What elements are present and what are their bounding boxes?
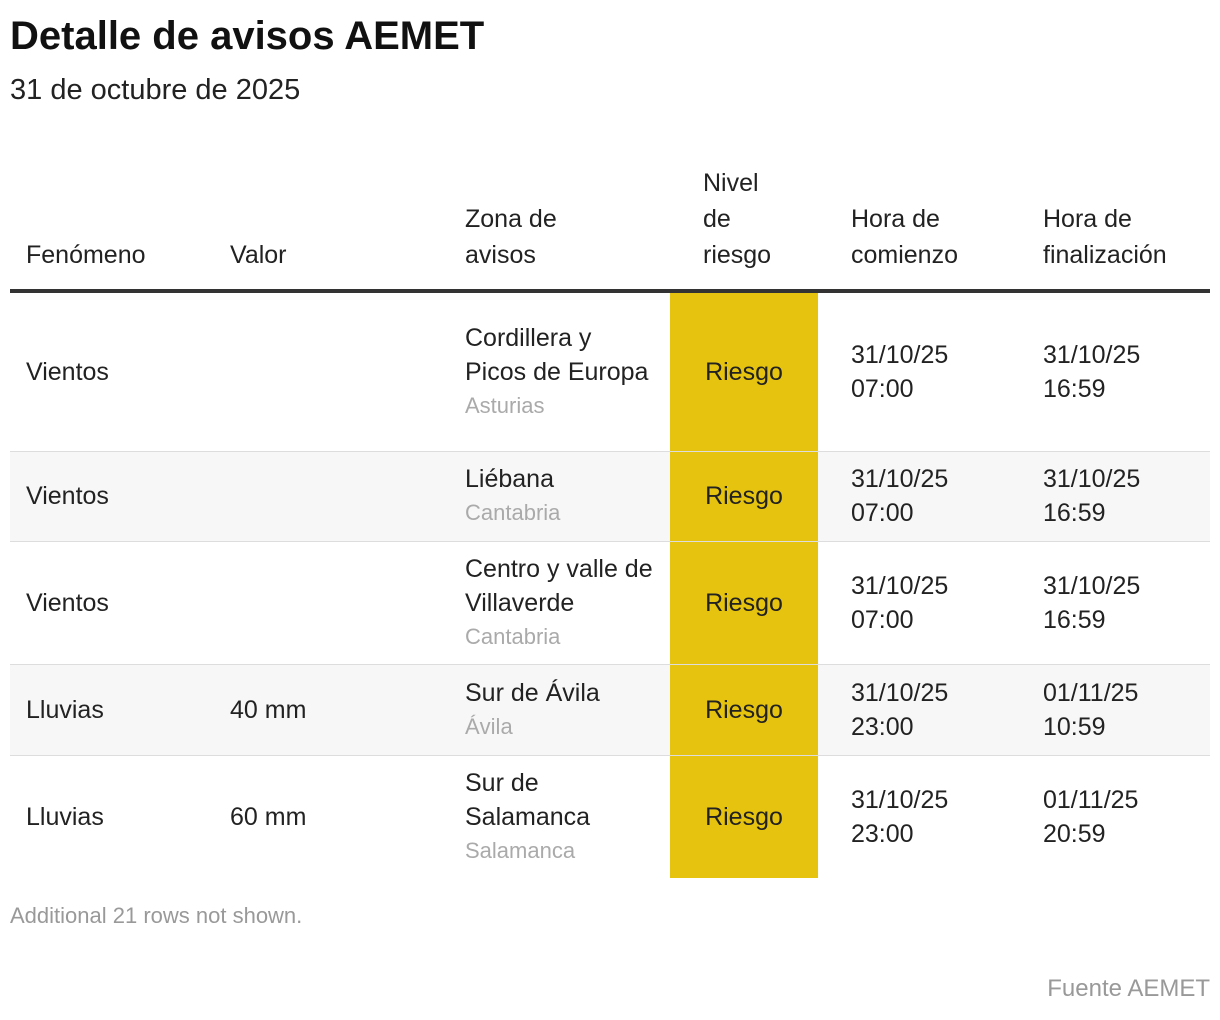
source: Fuente AEMET <box>1047 975 1210 1002</box>
phenomenon-cell: Lluvias <box>10 754 214 878</box>
zone-cell: Centro y valle de Villaverde Cantabria <box>449 540 670 664</box>
column-header: Fenómeno <box>10 165 214 293</box>
zone-cell: Sur de Ávila Ávila <box>449 663 670 755</box>
start-cell: 31/10/25 07:00 <box>851 340 949 403</box>
title: Detalle de avisos AEMET <box>10 14 485 58</box>
column-header: Zona de avisos <box>449 165 670 293</box>
footnote: Additional 21 rows not shown. <box>10 903 303 928</box>
province-name: Cantabria <box>465 500 561 525</box>
value-cell: 60 mm <box>214 754 449 878</box>
column-header-text: Hora de finalización <box>1043 205 1167 269</box>
table-row: Lluvias 60 mm Sur de Salamanca Salamanca Rie… <box>10 754 1210 878</box>
column-header-text: Fenómeno <box>26 241 146 269</box>
province-name: Asturias <box>465 392 545 418</box>
level-cell: Riesgo <box>670 663 818 755</box>
value-cell <box>214 450 449 541</box>
province-name: Ávila <box>465 713 513 739</box>
level-cell: Riesgo <box>670 450 818 541</box>
value-cell: 40 mm <box>214 663 449 755</box>
value-cell <box>214 540 449 664</box>
warnings-table: Fenómeno Valor Zona de avisos Nivel de ries… <box>10 165 1210 878</box>
table-body: Vientos Cordillera y Picos de Europa Astur… <box>10 291 1210 878</box>
table-row: Vientos Cordillera y Picos de Europa Astur… <box>10 291 1210 451</box>
value-cell <box>214 291 449 451</box>
value-text: 60 mm <box>230 802 307 831</box>
column-header-text: Hora de comienzo <box>851 205 958 269</box>
end-cell: 01/11/25 20:59 <box>1027 754 1210 878</box>
start-cell: 31/10/25 07:00 <box>818 540 1027 664</box>
value-text: 40 mm <box>230 695 307 724</box>
zone-cell: Cordillera y Picos de Europa Asturias <box>449 291 670 451</box>
zone-name: Liébana <box>465 465 554 493</box>
province-name: Salamanca <box>465 837 576 863</box>
level-cell: Riesgo <box>670 291 818 451</box>
phenomenon-cell: Vientos <box>10 540 214 664</box>
zone-name: Sur de Ávila <box>465 678 600 707</box>
zone-name: Cordillera y Picos de Europa <box>465 323 649 386</box>
start-cell: 31/10/25 23:00 <box>818 754 1027 878</box>
column-header: Hora de comienzo <box>818 165 1027 293</box>
table-row: Vientos Centro y valle de Villaverde Canta… <box>10 540 1210 664</box>
start-cell: 31/10/25 23:00 <box>818 663 1027 755</box>
column-header: Nivel de riesgo <box>670 165 818 293</box>
column-header-text: Nivel de riesgo <box>703 169 772 269</box>
level-cell: Riesgo <box>670 754 818 878</box>
end-cell: 31/10/25 16:59 <box>1027 450 1210 541</box>
header-row: Fenómeno Valor Zona de avisos Nivel de ries… <box>10 165 1210 293</box>
phenomenon-cell: Vientos <box>26 357 109 386</box>
subtitle: 31 de octubre de 2025 <box>10 74 301 106</box>
column-header: Valor <box>214 165 449 293</box>
column-header-text: Valor <box>230 241 287 269</box>
zone-cell: Liébana Cantabria <box>449 450 670 541</box>
column-header-text: Zona de avisos <box>465 205 557 269</box>
zone-cell: Sur de Salamanca Salamanca <box>449 754 670 878</box>
column-header: Hora de finalización <box>1027 165 1210 293</box>
level-cell: Riesgo <box>670 540 818 664</box>
table-row: Lluvias 40 mm Sur de Ávila Ávila Riesgo 31/10… <box>10 663 1210 755</box>
phenomenon-cell: Vientos <box>10 450 214 541</box>
end-cell: 01/11/25 10:59 <box>1027 663 1210 755</box>
zone-name: Centro y valle de Villaverde <box>465 554 653 617</box>
end-cell: 31/10/25 16:59 <box>1027 540 1210 664</box>
phenomenon-cell: Lluvias <box>10 663 214 755</box>
start-cell: 31/10/25 07:00 <box>818 450 1027 541</box>
zone-name: Sur de Salamanca <box>465 768 591 831</box>
table-row: Vientos Liébana Cantabria Riesgo 31/10/25 07… <box>10 450 1210 541</box>
end-cell: 31/10/25 16:59 <box>1043 340 1141 403</box>
province-name: Cantabria <box>465 623 561 649</box>
